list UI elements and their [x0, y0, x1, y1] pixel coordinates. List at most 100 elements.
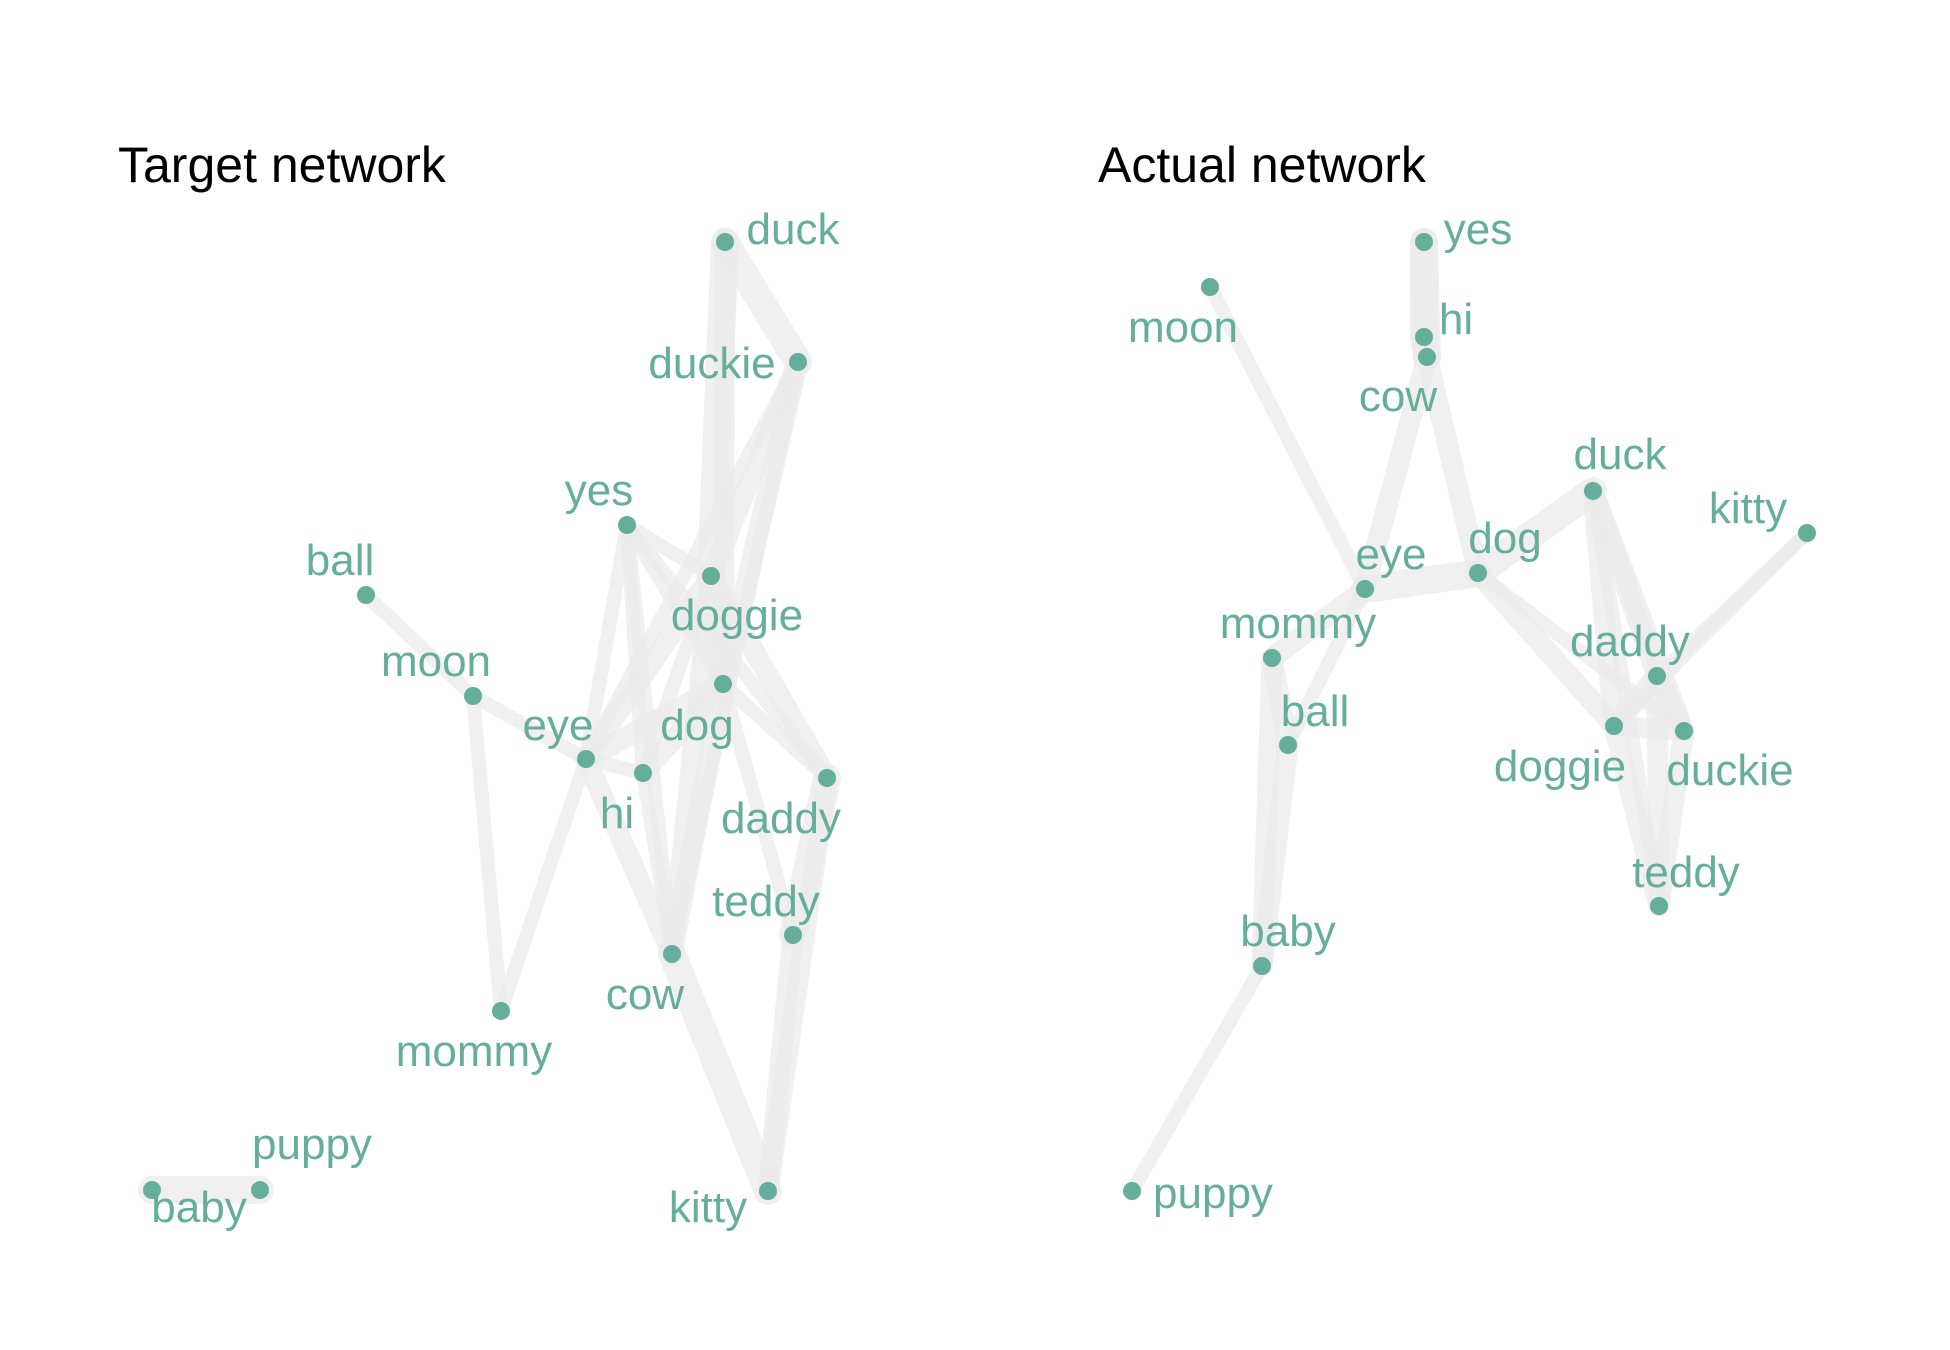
actual-edge-duckie-teddy	[1648, 720, 1695, 917]
target-node-label-duck: duck	[747, 205, 841, 254]
target-edge-moon-eye	[466, 689, 593, 766]
target-node-label-ball: ball	[306, 536, 375, 585]
target-node-label-doggie: doggie	[671, 591, 803, 640]
actual-edge-doggie-duckie	[1603, 715, 1695, 742]
target-network-title: Target network	[118, 137, 447, 193]
actual-edge-dog-duck	[1464, 477, 1607, 587]
target-network-edges	[138, 228, 841, 1205]
target-edge-eye-mommy	[494, 752, 593, 1018]
actual-node-label-eye: eye	[1356, 530, 1427, 579]
actual-edge-ball-baby	[1251, 734, 1299, 977]
actual-node-label-baby: baby	[1240, 907, 1335, 956]
actual-node-label-cow: cow	[1359, 372, 1437, 421]
actual-node-duck	[1584, 482, 1602, 500]
actual-edge-cow-eye	[1354, 346, 1438, 600]
target-node-label-kitty: kitty	[669, 1183, 747, 1232]
actual-edge-eye-dog	[1351, 559, 1492, 603]
target-edge-dog-teddy	[716, 677, 800, 942]
actual-edge-eye-ball	[1281, 582, 1372, 752]
actual-node-label-mommy: mommy	[1220, 599, 1376, 648]
actual-node-daddy	[1648, 667, 1666, 685]
actual-edge-eye-mommy	[1261, 578, 1376, 669]
actual-node-baby	[1253, 957, 1271, 975]
actual-node-puppy	[1123, 1182, 1141, 1200]
target-edge-dog-cow	[661, 673, 734, 965]
actual-node-label-hi: hi	[1439, 295, 1473, 344]
actual-node-dog	[1469, 564, 1487, 582]
target-node-dog	[714, 675, 732, 693]
target-edge-ball-moon	[359, 588, 480, 703]
target-node-label-eye: eye	[523, 701, 594, 750]
actual-node-label-puppy: puppy	[1153, 1169, 1273, 1218]
target-edge-yes-eye	[579, 518, 634, 766]
target-node-label-mommy: mommy	[396, 1027, 552, 1076]
target-node-label-yes: yes	[565, 466, 633, 515]
target-edge-doggie-daddy	[700, 565, 838, 789]
actual-node-duckie	[1675, 722, 1693, 740]
actual-edge-cow-dog	[1416, 346, 1489, 584]
target-node-label-moon: moon	[381, 637, 491, 686]
actual-node-label-daddy: daddy	[1570, 617, 1690, 666]
target-network-nodes	[143, 233, 836, 1200]
actual-node-doggie	[1605, 717, 1623, 735]
target-node-duck	[716, 233, 734, 251]
target-edge-doggie-eye	[575, 565, 722, 770]
actual-node-ball	[1279, 736, 1297, 754]
target-node-eye	[577, 750, 595, 768]
target-node-moon	[464, 687, 482, 705]
actual-node-label-teddy: teddy	[1632, 848, 1740, 897]
actual-node-hi	[1415, 328, 1433, 346]
target-node-kitty	[759, 1182, 777, 1200]
target-edge-cow-kitty	[658, 940, 782, 1205]
actual-node-label-moon: moon	[1128, 303, 1238, 352]
target-node-label-teddy: teddy	[712, 877, 820, 926]
target-node-hi	[634, 764, 652, 782]
target-edge-teddy-kitty	[757, 924, 804, 1202]
actual-node-yes	[1415, 233, 1433, 251]
actual-network-title: Actual network	[1098, 137, 1427, 193]
actual-node-label-doggie: doggie	[1494, 742, 1626, 791]
actual-node-label-duck: duck	[1574, 430, 1668, 479]
actual-node-label-yes: yes	[1444, 205, 1512, 254]
target-node-label-cow: cow	[606, 970, 684, 1019]
target-node-doggie	[702, 567, 720, 585]
actual-edge-baby-puppy	[1125, 959, 1269, 1198]
target-node-label-daddy: daddy	[721, 794, 841, 843]
actual-node-label-kitty: kitty	[1709, 484, 1787, 533]
target-node-baby	[143, 1181, 161, 1199]
actual-network-edges	[1125, 228, 1814, 1198]
target-node-label-baby: baby	[151, 1183, 246, 1232]
target-node-ball	[357, 586, 375, 604]
target-node-daddy	[818, 769, 836, 787]
target-edge-dog-daddy	[716, 677, 834, 785]
actual-node-mommy	[1263, 649, 1281, 667]
target-node-duckie	[789, 353, 807, 371]
actual-network-nodes	[1123, 233, 1816, 1200]
target-edge-eye-cow	[575, 748, 683, 965]
target-network-panel: Target network duck duckie yes ball doggie mo…	[118, 137, 841, 1232]
actual-node-eye	[1356, 580, 1374, 598]
actual-edge-moon-eye	[1203, 280, 1372, 596]
target-node-yes	[618, 516, 636, 534]
actual-node-teddy	[1650, 897, 1668, 915]
target-edge-moon-mommy	[466, 689, 508, 1018]
actual-node-kitty	[1798, 524, 1816, 542]
target-node-teddy	[784, 926, 802, 944]
target-node-label-duckie: duckie	[648, 339, 775, 388]
actual-node-label-duckie: duckie	[1666, 746, 1793, 795]
target-node-cow	[663, 945, 681, 963]
target-node-label-hi: hi	[600, 789, 634, 838]
actual-node-label-ball: ball	[1281, 687, 1350, 736]
target-node-mommy	[492, 1002, 510, 1020]
target-node-label-dog: dog	[660, 701, 733, 750]
actual-node-cow	[1418, 348, 1436, 366]
actual-edge-doggie-teddy	[1603, 715, 1670, 917]
target-node-puppy	[251, 1181, 269, 1199]
actual-node-moon	[1201, 278, 1219, 296]
actual-node-label-dog: dog	[1468, 514, 1541, 563]
target-node-label-puppy: puppy	[252, 1120, 372, 1169]
